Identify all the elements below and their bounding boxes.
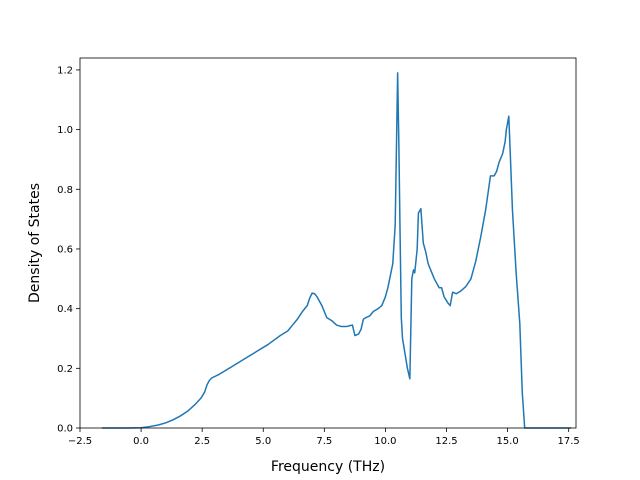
x-axis-ticks: −2.5 0.0 2.5 5.0 7.5 10.0 12.5 15.0 17.5 (68, 428, 580, 447)
x-tick-label: 10.0 (374, 436, 396, 447)
x-axis-label: Frequency (THz) (271, 459, 385, 475)
x-tick-label: 2.5 (194, 436, 210, 447)
y-axis-ticks: 0.0 0.2 0.4 0.6 0.8 1.0 1.2 (57, 65, 80, 435)
x-tick-label: 15.0 (496, 436, 518, 447)
y-tick-label: 1.0 (57, 125, 73, 136)
y-tick-label: 0.2 (57, 364, 73, 375)
x-tick-label: 17.5 (558, 436, 580, 447)
x-tick-label: 0.0 (133, 436, 149, 447)
x-tick-label: 12.5 (435, 436, 457, 447)
x-tick-label: 7.5 (316, 436, 332, 447)
y-tick-label: 0.0 (57, 424, 73, 435)
plot-frame (79, 57, 577, 429)
dos-series-line (101, 72, 572, 429)
y-tick-label: 0.4 (57, 304, 73, 315)
plot-background (80, 58, 576, 428)
y-tick-label: 1.2 (57, 65, 73, 76)
x-tick-label: 5.0 (255, 436, 271, 447)
y-tick-label: 0.6 (57, 244, 73, 255)
y-axis-label: Density of States (27, 183, 43, 303)
y-tick-label: 0.8 (57, 185, 73, 196)
x-tick-label: −2.5 (68, 436, 92, 447)
